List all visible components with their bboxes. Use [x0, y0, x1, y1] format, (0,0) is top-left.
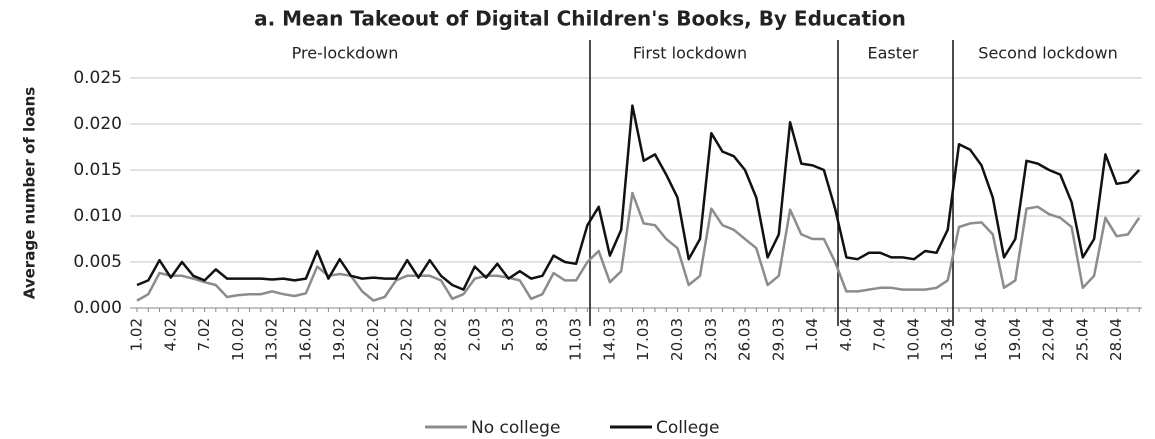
period-label: First lockdown	[633, 44, 747, 63]
period-label: Second lockdown	[978, 44, 1117, 63]
x-tick-label: 13.02	[263, 318, 281, 361]
x-tick-label: 10.04	[904, 318, 922, 361]
x-tick-label: 4.02	[161, 318, 179, 351]
x-tick-label: 1.04	[803, 318, 821, 351]
chart-title: a. Mean Takeout of Digital Children's Bo…	[254, 7, 906, 31]
x-tick-label: 14.03	[600, 318, 618, 361]
period-label: Easter	[868, 44, 919, 63]
x-tick-label: 19.02	[330, 318, 348, 361]
legend-label: College	[656, 418, 719, 438]
x-tick-label: 13.04	[938, 318, 956, 361]
x-tick-label: 23.03	[702, 318, 720, 361]
y-tick-label: 0.025	[73, 68, 122, 88]
y-tick-label: 0.005	[73, 252, 122, 272]
x-tick-label: 28.04	[1107, 318, 1125, 361]
series-line	[136, 104, 1141, 291]
y-tick-label: 0.000	[73, 298, 122, 318]
x-tick-label: 28.02	[432, 318, 450, 361]
y-tick-label: 0.020	[73, 114, 122, 134]
x-tick-label: 5.03	[499, 318, 517, 351]
x-tick-label: 4.04	[837, 318, 855, 351]
y-axis-label: Average number of loans	[21, 87, 39, 299]
x-tick-label: 22.02	[364, 318, 382, 361]
x-tick-label: 1.02	[128, 318, 146, 351]
x-tick-label: 25.02	[398, 318, 416, 361]
x-tick-label: 17.03	[634, 318, 652, 361]
x-tick-label: 16.04	[972, 318, 990, 361]
period-label: Pre-lockdown	[292, 44, 399, 63]
x-tick-label: 16.02	[296, 318, 314, 361]
x-tick-label: 11.03	[567, 318, 585, 361]
series-line	[136, 191, 1141, 302]
x-tick-label: 10.02	[229, 318, 247, 361]
y-tick-label: 0.015	[73, 160, 122, 180]
x-tick-label: 25.04	[1073, 318, 1091, 361]
x-tick-label: 20.03	[668, 318, 686, 361]
y-tick-label: 0.010	[73, 206, 122, 226]
x-tick-label: 8.03	[533, 318, 551, 351]
legend-label: No college	[471, 418, 560, 438]
x-tick-label: 7.04	[871, 318, 889, 351]
x-tick-label: 7.02	[195, 318, 213, 351]
x-tick-label: 19.04	[1006, 318, 1024, 361]
x-tick-label: 22.04	[1040, 318, 1058, 361]
x-tick-label: 29.03	[769, 318, 787, 361]
x-tick-label: 26.03	[736, 318, 754, 361]
x-tick-label: 2.03	[465, 318, 483, 351]
